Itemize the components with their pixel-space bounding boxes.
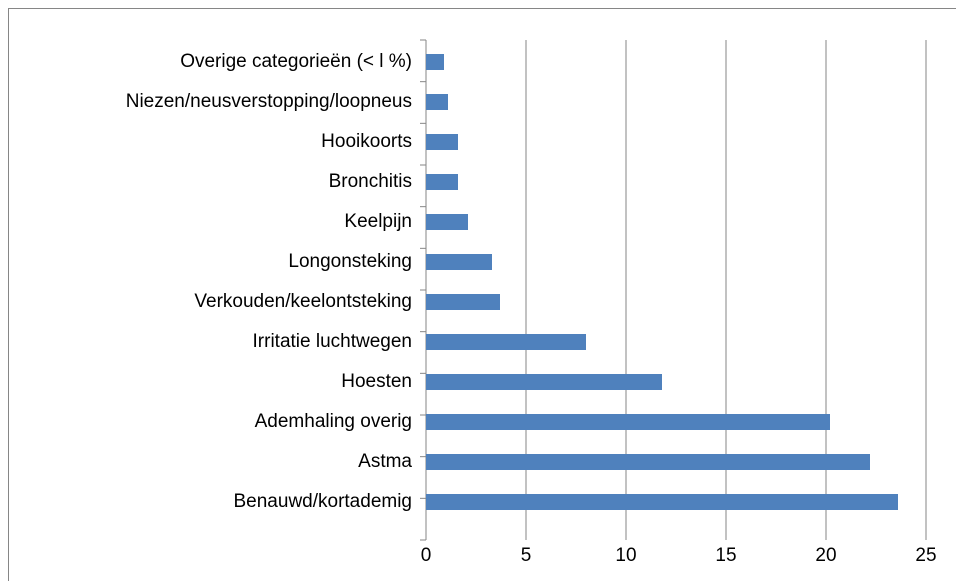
y-tick-label: Bronchitis — [329, 171, 412, 192]
bar — [426, 334, 586, 350]
y-tick-label: Verkouden/keelontsteking — [194, 291, 412, 312]
bar — [426, 134, 458, 150]
y-tick-label: Benauwd/kortademig — [234, 491, 413, 512]
y-tick-label: Irritatie luchtwegen — [253, 331, 412, 352]
x-tick-label: 0 — [421, 545, 432, 566]
bar — [426, 374, 662, 390]
bar — [426, 494, 898, 510]
x-tick-label: 15 — [715, 545, 736, 566]
y-tick-label: Overige categorieën (< l %) — [180, 51, 412, 72]
x-tick-label: 5 — [521, 545, 532, 566]
y-tick-label: Hooikoorts — [321, 131, 412, 152]
bar — [426, 254, 492, 270]
y-tick-label: Niezen/neusverstopping/loopneus — [126, 91, 412, 112]
y-tick-label: Astma — [358, 451, 412, 472]
y-tick-label: Ademhaling overig — [255, 411, 412, 432]
x-tick-label: 25 — [915, 545, 936, 566]
x-tick-label: 20 — [815, 545, 836, 566]
bar — [426, 294, 500, 310]
bar — [426, 94, 448, 110]
bar — [426, 174, 458, 190]
bar — [426, 414, 830, 430]
bar — [426, 454, 870, 470]
y-tick-label: Hoesten — [341, 371, 412, 392]
bar — [426, 214, 468, 230]
bar — [426, 54, 444, 70]
chart-frame — [8, 8, 956, 581]
y-tick-label: Keelpijn — [344, 211, 412, 232]
y-tick-label: Longonsteking — [288, 251, 412, 272]
x-tick-label: 10 — [615, 545, 636, 566]
